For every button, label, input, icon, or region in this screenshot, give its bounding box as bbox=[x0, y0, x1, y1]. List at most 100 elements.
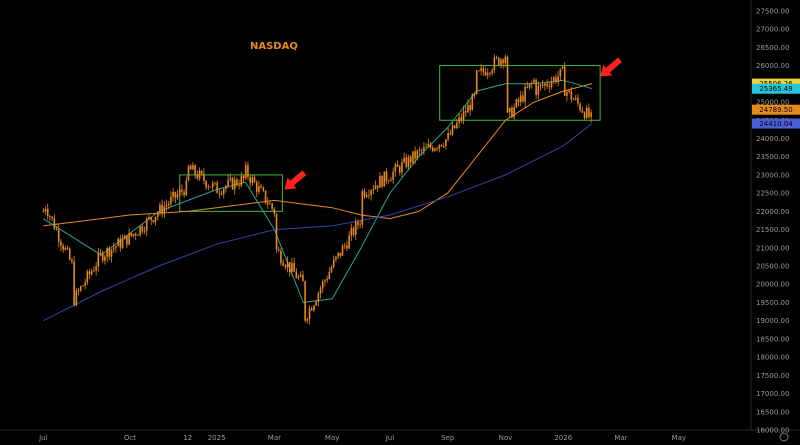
candle-body bbox=[218, 193, 221, 194]
y-tick-label: 19500.00 bbox=[756, 299, 789, 307]
candle-body bbox=[143, 230, 146, 232]
y-tick-label: 21500.00 bbox=[756, 226, 789, 234]
price-axis[interactable]: 16000.00 16500.00 17000.00 17500.00 18000.00… bbox=[756, 7, 789, 434]
candle-body bbox=[310, 308, 313, 311]
candle-body bbox=[183, 191, 185, 196]
candle-body bbox=[357, 221, 359, 225]
x-tick-label: 2025 bbox=[208, 434, 226, 442]
candle-body bbox=[297, 276, 300, 279]
chart-title: NASDAQ bbox=[250, 41, 298, 52]
candle-body bbox=[121, 239, 124, 248]
x-tick-label: Jul bbox=[385, 434, 395, 442]
candle-body bbox=[128, 232, 130, 245]
candle-body bbox=[293, 263, 295, 272]
candle-body bbox=[88, 271, 91, 275]
candle-body bbox=[64, 248, 67, 250]
candle-body bbox=[207, 186, 210, 188]
candle-body bbox=[304, 281, 306, 321]
candle-body bbox=[141, 226, 144, 232]
x-tick-label: Mar bbox=[268, 434, 281, 442]
candle-body bbox=[84, 282, 86, 286]
candle-body bbox=[295, 271, 298, 279]
y-tick-label: 18000.00 bbox=[756, 354, 789, 362]
candle-body bbox=[381, 176, 383, 187]
candle-body bbox=[392, 171, 394, 180]
candle-body bbox=[511, 107, 513, 118]
candle-body bbox=[515, 99, 518, 108]
y-tick-label: 20500.00 bbox=[756, 263, 789, 271]
candle-body bbox=[508, 107, 511, 113]
candle-body bbox=[440, 144, 443, 147]
candle-body bbox=[148, 217, 150, 219]
candle-body bbox=[530, 82, 533, 84]
candle-body bbox=[313, 305, 315, 311]
candle-body bbox=[460, 117, 463, 120]
candle-body bbox=[403, 157, 405, 163]
moving-average-line bbox=[43, 123, 593, 322]
candle-body bbox=[46, 208, 49, 217]
candle-body bbox=[581, 110, 584, 113]
candle-body bbox=[299, 274, 302, 277]
candle-body bbox=[348, 235, 350, 249]
settings-icon[interactable] bbox=[779, 432, 789, 442]
candle-body bbox=[106, 247, 108, 257]
candle-body bbox=[539, 84, 542, 86]
candle-body bbox=[429, 144, 432, 148]
candle-body bbox=[247, 165, 249, 177]
candle-body bbox=[354, 221, 357, 235]
candle-body bbox=[108, 247, 111, 257]
candle-body bbox=[500, 59, 502, 65]
candle-body bbox=[172, 191, 174, 197]
candle-body bbox=[425, 146, 427, 148]
candle-body bbox=[282, 262, 284, 266]
candle-body bbox=[288, 261, 291, 272]
candle-body bbox=[533, 79, 535, 83]
y-tick-label: 22500.00 bbox=[756, 190, 789, 198]
candle-body bbox=[449, 133, 452, 135]
candle-body bbox=[71, 259, 73, 262]
candle-body bbox=[170, 196, 172, 204]
arrows bbox=[284, 57, 622, 190]
candle-body bbox=[456, 122, 458, 129]
candle-body bbox=[62, 245, 64, 250]
candle-body bbox=[495, 57, 498, 59]
candle-body bbox=[315, 301, 317, 306]
candle-body bbox=[167, 203, 170, 206]
candle-body bbox=[570, 90, 573, 100]
candle-body bbox=[209, 186, 212, 188]
candle-body bbox=[390, 179, 392, 181]
candle-body bbox=[401, 162, 403, 173]
candle-body bbox=[244, 165, 247, 179]
candle-body bbox=[222, 188, 225, 195]
candle-body bbox=[134, 233, 137, 236]
candle-body bbox=[506, 56, 509, 113]
x-tick-label: Sep bbox=[441, 434, 455, 442]
time-axis[interactable]: Jul Oct 12 2025 Mar May Jul Sep Nov 2026 Mar May bbox=[38, 434, 686, 442]
candle-body bbox=[264, 190, 267, 203]
candle-body bbox=[255, 182, 258, 192]
candle-body bbox=[414, 151, 416, 159]
y-tick-label: 26500.00 bbox=[756, 44, 789, 52]
x-tick-label: Oct bbox=[124, 434, 136, 442]
price-tag bbox=[752, 118, 800, 129]
candle-body bbox=[145, 218, 148, 231]
candle-body bbox=[42, 211, 45, 213]
candle-body bbox=[130, 232, 133, 236]
candle-body bbox=[203, 173, 205, 182]
candle-body bbox=[374, 185, 377, 189]
y-tick-label: 24000.00 bbox=[756, 135, 789, 143]
candle-body bbox=[266, 202, 269, 205]
candle-body bbox=[174, 191, 177, 198]
candle-body bbox=[262, 187, 265, 191]
candle-body bbox=[280, 251, 282, 263]
candle-body bbox=[418, 149, 421, 151]
y-tick-label: 25000.00 bbox=[756, 99, 789, 107]
range-box bbox=[439, 65, 601, 121]
red-arrow bbox=[284, 170, 307, 190]
candle-body bbox=[126, 235, 128, 245]
candle-body bbox=[150, 217, 152, 221]
candle-body bbox=[552, 77, 555, 82]
